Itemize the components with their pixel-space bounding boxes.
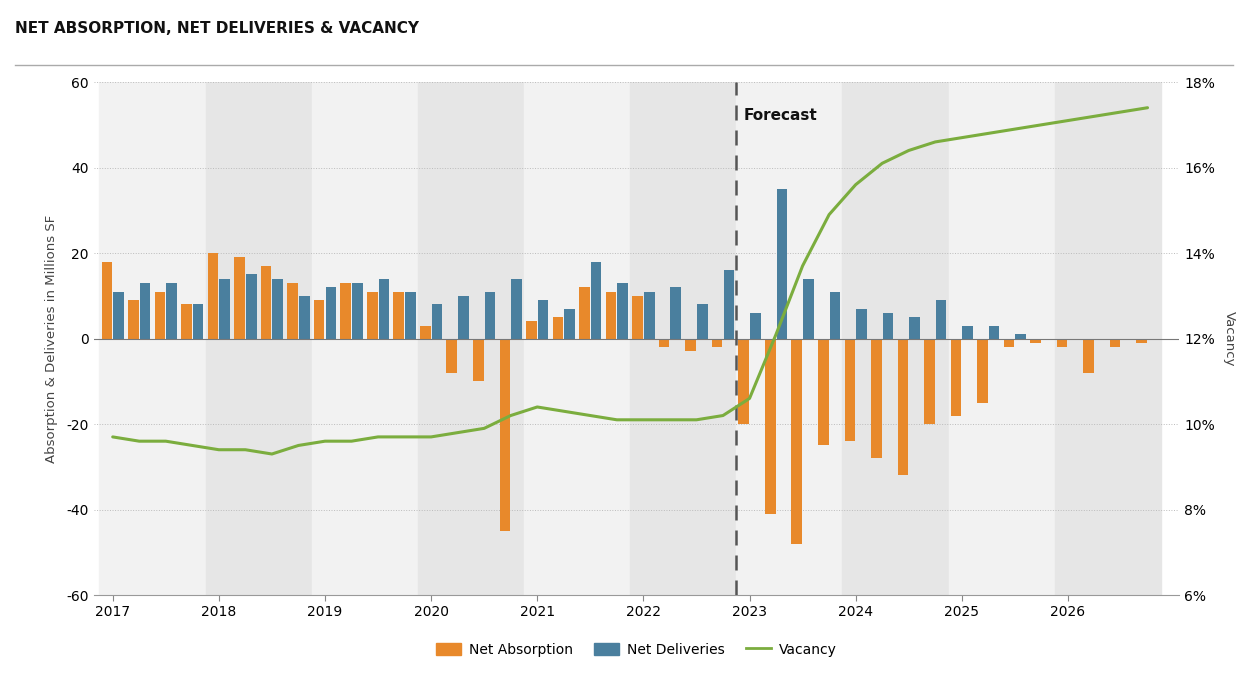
Bar xyxy=(579,287,590,339)
Bar xyxy=(644,291,654,339)
Bar xyxy=(696,304,708,339)
Bar xyxy=(724,270,734,339)
Bar xyxy=(287,283,298,339)
Bar xyxy=(527,321,537,339)
Y-axis label: Vacancy: Vacancy xyxy=(1223,311,1236,367)
Bar xyxy=(936,300,946,339)
Bar xyxy=(924,339,935,424)
Bar xyxy=(393,291,404,339)
Bar xyxy=(312,82,418,595)
Bar xyxy=(246,274,257,339)
Bar xyxy=(659,339,669,347)
Bar xyxy=(633,295,643,339)
Bar xyxy=(512,279,522,339)
Bar xyxy=(553,317,563,339)
Bar xyxy=(1057,339,1067,347)
Bar xyxy=(739,339,749,424)
Bar xyxy=(962,326,973,339)
Bar xyxy=(207,253,218,339)
Bar xyxy=(685,339,696,352)
Bar xyxy=(166,283,177,339)
Bar xyxy=(605,291,617,339)
Bar xyxy=(1137,339,1147,343)
Bar xyxy=(948,82,1055,595)
Bar xyxy=(499,339,510,531)
Bar xyxy=(910,317,920,339)
Bar xyxy=(750,313,761,339)
Bar xyxy=(897,339,909,475)
Bar xyxy=(140,283,150,339)
Bar xyxy=(564,308,575,339)
Bar xyxy=(421,326,431,339)
Bar xyxy=(830,291,840,339)
Bar xyxy=(406,291,416,339)
Bar xyxy=(193,304,203,339)
Bar xyxy=(114,291,124,339)
Y-axis label: Absorption & Deliveries in Millions SF: Absorption & Deliveries in Millions SF xyxy=(45,215,57,462)
Bar xyxy=(630,82,736,595)
Bar xyxy=(711,339,723,347)
Bar xyxy=(618,283,628,339)
Bar xyxy=(845,339,855,441)
Bar xyxy=(951,339,961,415)
Bar xyxy=(206,82,312,595)
Bar xyxy=(300,295,310,339)
Bar xyxy=(181,304,192,339)
Bar xyxy=(670,287,681,339)
Bar xyxy=(871,339,881,458)
Bar xyxy=(261,266,271,339)
Bar xyxy=(272,279,283,339)
Bar xyxy=(129,300,139,339)
Bar xyxy=(473,339,484,382)
Bar xyxy=(1109,339,1121,347)
Bar xyxy=(341,283,351,339)
Bar xyxy=(856,308,867,339)
Bar xyxy=(367,291,377,339)
Bar xyxy=(418,82,524,595)
Bar xyxy=(101,262,112,339)
Bar xyxy=(776,189,787,339)
Bar xyxy=(736,82,842,595)
Bar xyxy=(378,279,389,339)
Bar xyxy=(352,283,363,339)
Bar xyxy=(1003,339,1015,347)
Bar xyxy=(538,300,548,339)
Text: NET ABSORPTION, NET DELIVERIES & VACANCY: NET ABSORPTION, NET DELIVERIES & VACANCY xyxy=(15,21,419,36)
Bar xyxy=(817,339,829,445)
Bar xyxy=(1055,82,1161,595)
Bar xyxy=(882,313,894,339)
Bar xyxy=(1016,334,1026,339)
Bar xyxy=(988,326,1000,339)
Bar xyxy=(235,257,245,339)
Bar xyxy=(765,339,775,514)
Bar xyxy=(220,279,230,339)
Bar xyxy=(458,295,469,339)
Bar xyxy=(1083,339,1094,373)
Bar xyxy=(842,82,948,595)
Bar xyxy=(100,82,206,595)
Bar xyxy=(313,300,324,339)
Bar xyxy=(326,287,336,339)
Bar xyxy=(804,279,814,339)
Bar xyxy=(524,82,630,595)
Bar xyxy=(590,262,602,339)
Bar xyxy=(1031,339,1041,343)
Bar xyxy=(484,291,495,339)
Bar xyxy=(447,339,457,373)
Bar xyxy=(155,291,165,339)
Legend: Net Absorption, Net Deliveries, Vacancy: Net Absorption, Net Deliveries, Vacancy xyxy=(431,637,842,663)
Bar xyxy=(432,304,442,339)
Bar xyxy=(791,339,802,544)
Bar xyxy=(977,339,987,403)
Text: Forecast: Forecast xyxy=(744,108,817,122)
